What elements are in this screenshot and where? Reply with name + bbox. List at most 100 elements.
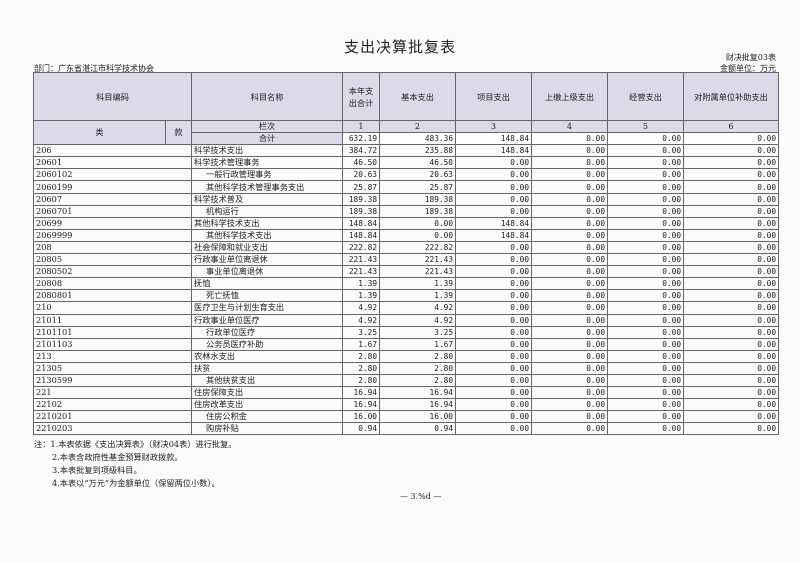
col-num: 6 xyxy=(683,119,780,134)
row-value: 0.00 xyxy=(379,228,457,242)
row-value: 0.00 xyxy=(455,422,533,436)
row-value: 0.00 xyxy=(607,410,685,424)
row-value: 0.00 xyxy=(531,253,609,267)
row-value: 0.00 xyxy=(683,144,780,158)
row-value: 0.00 xyxy=(531,398,609,412)
row-value: 0.00 xyxy=(683,265,780,279)
row-code: 20808 xyxy=(32,277,193,291)
row-value: 0.00 xyxy=(683,410,780,424)
row-value: 16.94 xyxy=(379,386,457,400)
row-value: 4.92 xyxy=(342,301,381,315)
row-value: 148.84 xyxy=(455,216,533,230)
row-value: 1.39 xyxy=(342,277,381,291)
row-value: 0.00 xyxy=(455,398,533,412)
col-num: 4 xyxy=(531,119,609,134)
col-num: 3 xyxy=(455,119,533,134)
table-row: 2101103 公务员医疗补助 1.67 1.67 0.00 0.00 0.00 0.00 xyxy=(32,337,780,351)
header-business: 经营支出 xyxy=(607,72,685,121)
row-value: 0.00 xyxy=(531,373,609,388)
row-value: 0.00 xyxy=(607,361,685,375)
row-value: 0.00 xyxy=(531,325,609,339)
row-value: 2.80 xyxy=(379,361,457,375)
row-value: 148.84 xyxy=(455,144,533,158)
table-row: 2210201 住房公积金 16.00 16.00 0.00 0.00 0.00 0.00 xyxy=(32,410,780,424)
row-value: 25.87 xyxy=(342,180,381,194)
table-row: 2060701 机构运行 189.38 189.38 0.00 0.00 0.00 0.00 xyxy=(32,204,780,218)
row-value: 2.80 xyxy=(342,349,381,363)
row-value: 0.00 xyxy=(607,192,685,206)
row-value: 0.00 xyxy=(455,349,533,363)
row-value: 46.50 xyxy=(379,156,457,170)
header-lanci: 栏次 xyxy=(191,119,344,134)
department-label: 部门：广东省湛江市科学技术协会 xyxy=(34,64,154,73)
row-value: 189.38 xyxy=(379,192,457,206)
row-code: 20805 xyxy=(32,253,193,267)
notes: 注：1.本表依据《支出决算表》（财决04表）进行批复。 2.本表含政府性基金预算… xyxy=(34,438,236,490)
row-name: 科学技术支出 xyxy=(191,144,344,158)
row-value: 221.43 xyxy=(342,253,381,267)
total-value: 483.36 xyxy=(379,132,457,146)
row-value: 4.92 xyxy=(379,313,457,327)
row-value: 0.00 xyxy=(455,240,533,255)
note: 4.本表以“万元”为金额单位（保留两位小数）。 xyxy=(52,478,220,488)
row-value: 16.00 xyxy=(342,410,381,424)
row-value: 0.00 xyxy=(683,216,780,230)
row-value: 46.50 xyxy=(342,156,381,170)
row-value: 0.00 xyxy=(683,156,780,170)
note: 3.本表批复到项级科目。 xyxy=(52,465,142,475)
row-value: 0.00 xyxy=(607,168,685,182)
table-row: 2069999 其他科学技术支出 148.84 0.00 148.84 0.00 0.00 0… xyxy=(32,228,780,242)
table-row: 221 住房保障支出 16.94 16.94 0.00 0.00 0.00 0.00 xyxy=(32,386,780,400)
row-value: 0.00 xyxy=(531,349,609,363)
row-code: 208 xyxy=(32,240,193,255)
row-value: 221.43 xyxy=(342,265,381,279)
row-name: 机构运行 xyxy=(191,204,344,218)
row-name: 住房保障支出 xyxy=(191,386,344,400)
row-code: 2101101 xyxy=(32,325,193,339)
header-code: 科目编码 xyxy=(32,72,193,121)
row-value: 235.88 xyxy=(379,144,457,158)
table-row: 2130599 其他扶贫支出 2.80 2.80 0.00 0.00 0.00 0.00 xyxy=(32,373,780,388)
row-code: 2080801 xyxy=(32,289,193,303)
row-value: 0.00 xyxy=(455,180,533,194)
row-value: 0.00 xyxy=(607,301,685,315)
table-row: 2101101 行政单位医疗 3.25 3.25 0.00 0.00 0.00 0.00 xyxy=(32,325,780,339)
row-value: 0.00 xyxy=(683,301,780,315)
row-name: 科学技术管理事务 xyxy=(191,156,344,170)
row-value: 0.00 xyxy=(531,265,609,279)
table-row: 20805 行政事业单位离退休 221.43 221.43 0.00 0.00 0.00 0.… xyxy=(32,253,780,267)
row-value: 2.80 xyxy=(342,361,381,375)
row-value: 16.94 xyxy=(342,398,381,412)
row-name: 抚恤 xyxy=(191,277,344,291)
row-code: 21011 xyxy=(32,313,193,327)
table-row: 21305 扶贫 2.80 2.80 0.00 0.00 0.00 0.00 xyxy=(32,361,780,375)
row-value: 0.00 xyxy=(455,253,533,267)
row-value: 1.67 xyxy=(342,337,381,351)
row-value: 0.00 xyxy=(607,277,685,291)
row-value: 0.00 xyxy=(683,192,780,206)
row-value: 189.38 xyxy=(342,192,381,206)
header-upper: 上缴上级支出 xyxy=(531,72,609,121)
table-row: 20808 抚恤 1.39 1.39 0.00 0.00 0.00 0.00 xyxy=(32,277,780,291)
row-value: 0.00 xyxy=(531,301,609,315)
row-name: 行政事业单位离退休 xyxy=(191,253,344,267)
row-value: 0.00 xyxy=(607,386,685,400)
row-value: 0.94 xyxy=(379,422,457,436)
header-lei: 类 xyxy=(33,119,166,146)
row-value: 384.72 xyxy=(342,144,381,158)
row-value: 0.00 xyxy=(531,240,609,255)
row-code: 2060199 xyxy=(32,180,193,194)
row-value: 222.82 xyxy=(379,240,457,255)
header-project: 项目支出 xyxy=(455,72,533,121)
row-value: 0.00 xyxy=(683,168,780,182)
row-value: 4.92 xyxy=(342,313,381,327)
row-value: 0.00 xyxy=(683,325,780,339)
row-name: 其他科学技术支出 xyxy=(191,216,344,230)
row-code: 22102 xyxy=(32,398,193,412)
table-row: 20699 其他科学技术支出 148.84 0.00 148.84 0.00 0.00 0.0… xyxy=(32,216,780,230)
row-value: 0.00 xyxy=(607,373,685,388)
table-row: 2060199 其他科学技术管理事务支出 25.87 25.87 0.00 0.00 0.0… xyxy=(32,180,780,194)
col-num: 5 xyxy=(607,119,685,134)
row-value: 0.00 xyxy=(531,386,609,400)
row-value: 0.00 xyxy=(531,289,609,303)
